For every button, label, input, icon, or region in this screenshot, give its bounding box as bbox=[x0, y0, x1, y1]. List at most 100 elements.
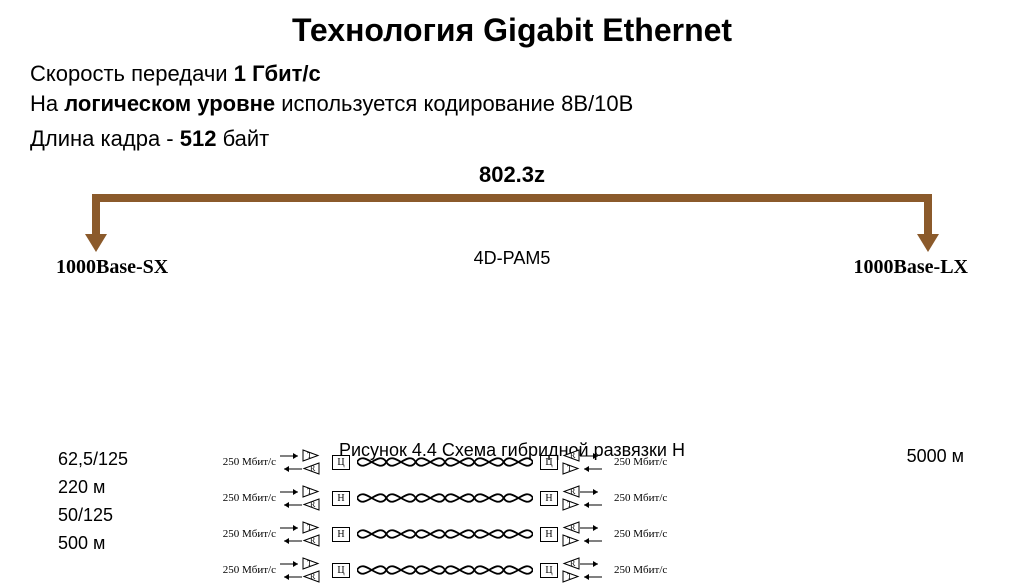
tri-left-icon: R bbox=[562, 557, 580, 570]
rate-right: 250 Мбит/с bbox=[614, 492, 680, 504]
hybrid-box: H bbox=[540, 491, 558, 506]
param: 62,5/125 bbox=[58, 446, 128, 474]
bracket-vline-right bbox=[924, 194, 932, 236]
description: Скорость передачи 1 Гбит/с На логическом… bbox=[0, 49, 1024, 154]
arrow-icon bbox=[580, 460, 602, 478]
arrow-icon bbox=[280, 568, 302, 586]
bullet-speed: Скорость передачи 1 Гбит/с bbox=[30, 59, 994, 89]
text: Скорость передачи bbox=[30, 61, 234, 86]
hybrid-box: Ц bbox=[540, 563, 558, 578]
svg-text:T: T bbox=[307, 451, 312, 460]
svg-text:R: R bbox=[310, 500, 316, 509]
text: Длина кадра - bbox=[30, 126, 180, 151]
arrow-icon bbox=[580, 568, 602, 586]
rate-right: 250 Мбит/с bbox=[614, 456, 680, 468]
rate-left: 250 Мбит/с bbox=[210, 492, 276, 504]
page-title: Технология Gigabit Ethernet bbox=[0, 0, 1024, 49]
lx-params: 5000 м bbox=[907, 446, 964, 467]
svg-text:T: T bbox=[567, 572, 572, 581]
svg-text:T: T bbox=[307, 487, 312, 496]
twisted-wire bbox=[357, 521, 533, 547]
param: 220 м bbox=[58, 474, 128, 502]
bracket-arrow-right bbox=[917, 234, 939, 252]
param: 500 м bbox=[58, 530, 128, 558]
pair-row: 250 Мбит/сTRHHRT250 Мбит/с bbox=[210, 516, 680, 552]
text-bold: 1 Гбит/с bbox=[234, 61, 321, 86]
svg-text:T: T bbox=[307, 559, 312, 568]
tx-block-right: RT bbox=[562, 449, 610, 475]
tx-block-left: TR bbox=[280, 485, 328, 511]
standard-label: 802.3z bbox=[0, 162, 1024, 188]
label-lx: 1000Base-LX bbox=[854, 256, 968, 279]
twisted-pairs-diagram: 250 Мбит/сTRЦЦRT250 Мбит/с250 Мбит/сTRHH… bbox=[210, 444, 680, 588]
hybrid-box: Ц bbox=[540, 455, 558, 470]
tri-left-icon: R bbox=[302, 570, 320, 583]
text: На bbox=[30, 91, 64, 116]
svg-text:T: T bbox=[307, 523, 312, 532]
tx-block-right: RT bbox=[562, 557, 610, 583]
twisted-wire bbox=[357, 485, 533, 511]
tri-right-icon: T bbox=[302, 485, 320, 498]
tx-block-left: TR bbox=[280, 449, 328, 475]
label-sx: 1000Base-SX bbox=[56, 256, 168, 279]
rate-left: 250 Мбит/с bbox=[210, 456, 276, 468]
svg-text:R: R bbox=[570, 523, 576, 532]
param: 50/125 bbox=[58, 502, 128, 530]
svg-text:R: R bbox=[570, 559, 576, 568]
twisted-wire bbox=[357, 449, 533, 475]
svg-text:R: R bbox=[570, 487, 576, 496]
hybrid-box: Ц bbox=[332, 455, 350, 470]
tx-block-left: TR bbox=[280, 521, 328, 547]
tri-left-icon: R bbox=[562, 449, 580, 462]
tri-right-icon: T bbox=[302, 521, 320, 534]
text-bold: 512 bbox=[180, 126, 217, 151]
arrow-icon bbox=[280, 532, 302, 550]
rate-left: 250 Мбит/с bbox=[210, 564, 276, 576]
pair-row: 250 Мбит/сTRЦЦRT250 Мбит/с bbox=[210, 552, 680, 588]
lower-section: 62,5/125 220 м 50/125 500 м 5000 м 250 М… bbox=[0, 440, 1024, 461]
label-pam: 4D-PAM5 bbox=[474, 248, 551, 269]
text: используется кодирование 8B/10B bbox=[275, 91, 633, 116]
tx-block-left: TR bbox=[280, 557, 328, 583]
tri-right-icon: T bbox=[562, 534, 580, 547]
arrow-icon bbox=[280, 496, 302, 514]
tx-block-right: RT bbox=[562, 485, 610, 511]
text-bold: логическом уровне bbox=[64, 91, 275, 116]
svg-text:T: T bbox=[567, 464, 572, 473]
tri-left-icon: R bbox=[302, 462, 320, 475]
hybrid-box: H bbox=[332, 527, 350, 542]
svg-text:T: T bbox=[567, 536, 572, 545]
svg-text:R: R bbox=[310, 464, 316, 473]
pair-row: 250 Мбит/сTRЦЦRT250 Мбит/с bbox=[210, 444, 680, 480]
hybrid-box: H bbox=[540, 527, 558, 542]
tri-right-icon: T bbox=[302, 557, 320, 570]
hybrid-box: Ц bbox=[332, 563, 350, 578]
hybrid-box: H bbox=[332, 491, 350, 506]
bracket-vline-left bbox=[92, 194, 100, 236]
arrow-icon bbox=[580, 532, 602, 550]
bracket-divider bbox=[92, 194, 932, 256]
sx-params: 62,5/125 220 м 50/125 500 м bbox=[58, 446, 128, 558]
bracket-hline bbox=[92, 194, 932, 202]
tri-left-icon: R bbox=[302, 534, 320, 547]
param: 5000 м bbox=[907, 446, 964, 467]
tri-right-icon: T bbox=[562, 498, 580, 511]
rate-right: 250 Мбит/с bbox=[614, 528, 680, 540]
tri-left-icon: R bbox=[302, 498, 320, 511]
tri-left-icon: R bbox=[562, 485, 580, 498]
bullet-frame: Длина кадра - 512 байт bbox=[30, 124, 994, 154]
arrow-icon bbox=[280, 460, 302, 478]
twisted-wire bbox=[357, 557, 533, 583]
bullet-encoding: На логическом уровне используется кодиро… bbox=[30, 89, 994, 119]
svg-text:R: R bbox=[310, 572, 316, 581]
svg-text:T: T bbox=[567, 500, 572, 509]
variant-row: 1000Base-SX 4D-PAM5 1000Base-LX bbox=[0, 256, 1024, 288]
bracket-arrow-left bbox=[85, 234, 107, 252]
pair-row: 250 Мбит/сTRHHRT250 Мбит/с bbox=[210, 480, 680, 516]
rate-left: 250 Мбит/с bbox=[210, 528, 276, 540]
text: байт bbox=[216, 126, 269, 151]
svg-text:R: R bbox=[310, 536, 316, 545]
tri-right-icon: T bbox=[562, 462, 580, 475]
tri-left-icon: R bbox=[562, 521, 580, 534]
svg-text:R: R bbox=[570, 451, 576, 460]
